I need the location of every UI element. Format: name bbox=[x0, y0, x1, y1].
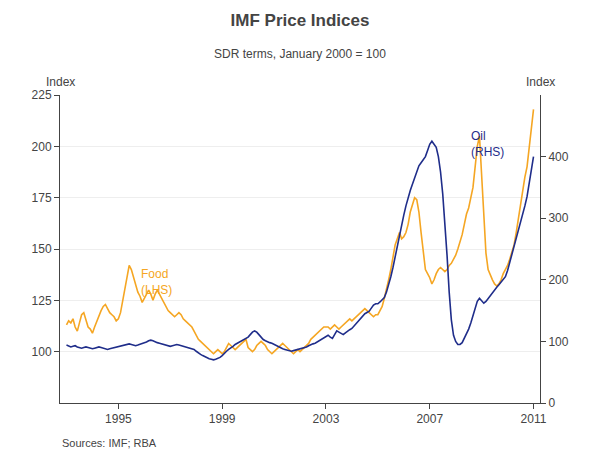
svg-text:Index: Index bbox=[46, 75, 75, 89]
svg-text:400: 400 bbox=[548, 150, 568, 164]
svg-text:100: 100 bbox=[32, 345, 52, 359]
svg-text:0: 0 bbox=[548, 396, 555, 410]
svg-text:1999: 1999 bbox=[209, 412, 236, 426]
svg-text:1995: 1995 bbox=[105, 412, 132, 426]
svg-text:100: 100 bbox=[548, 335, 568, 349]
svg-text:200: 200 bbox=[548, 273, 568, 287]
svg-text:200: 200 bbox=[32, 140, 52, 154]
svg-text:IMF Price Indices: IMF Price Indices bbox=[231, 11, 370, 30]
svg-text:Index: Index bbox=[526, 75, 555, 89]
svg-text:2011: 2011 bbox=[521, 412, 547, 426]
svg-text:Oil(RHS): Oil(RHS) bbox=[471, 129, 504, 159]
svg-text:Food(LHS): Food(LHS) bbox=[141, 267, 172, 297]
svg-text:225: 225 bbox=[32, 88, 52, 102]
svg-text:125: 125 bbox=[32, 294, 52, 308]
svg-text:2007: 2007 bbox=[416, 412, 443, 426]
svg-text:175: 175 bbox=[32, 191, 52, 205]
svg-text:150: 150 bbox=[32, 242, 52, 256]
svg-text:300: 300 bbox=[548, 211, 568, 225]
svg-text:2003: 2003 bbox=[313, 412, 340, 426]
svg-text:SDR terms, January 2000 = 100: SDR terms, January 2000 = 100 bbox=[214, 47, 386, 61]
svg-text:Sources: IMF; RBA: Sources: IMF; RBA bbox=[62, 437, 157, 449]
